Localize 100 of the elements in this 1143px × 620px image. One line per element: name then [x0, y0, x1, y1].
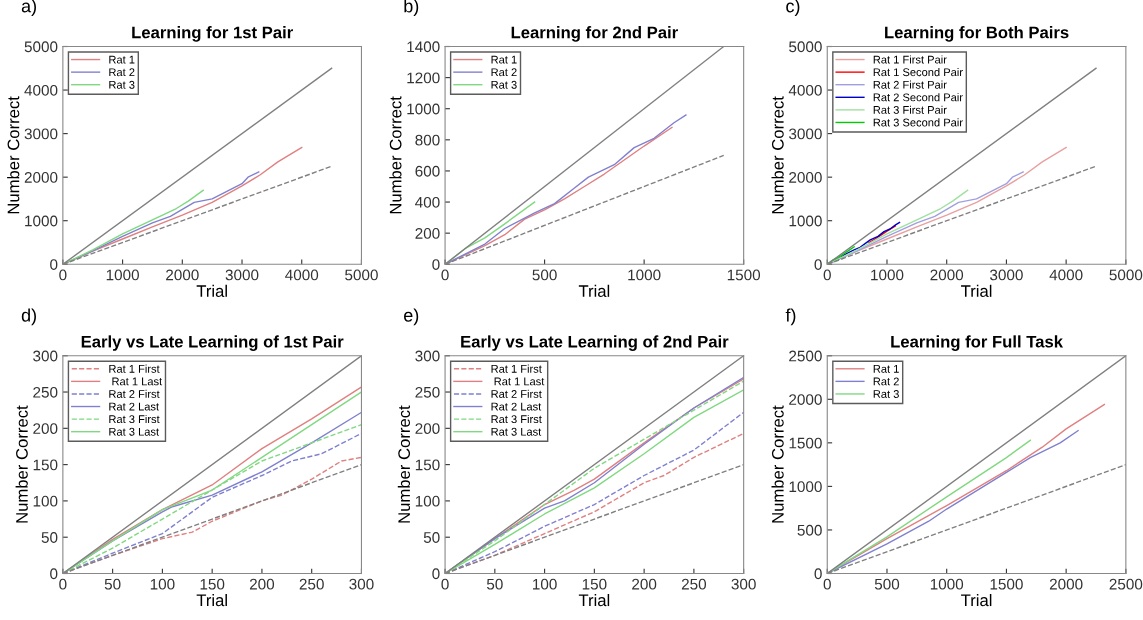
- legend-label: Rat 3 First: [109, 414, 160, 424]
- x-tick-label: 250: [299, 578, 324, 590]
- y-tick-label: 150: [33, 459, 58, 471]
- chart-title: Early vs Late Learning of 2nd Pair: [461, 335, 729, 351]
- y-tick-label: 200: [415, 228, 440, 239]
- y-tick-label: 0: [814, 259, 822, 270]
- y-tick-label: 100: [33, 495, 58, 507]
- text: b): [404, 0, 419, 16]
- y-tick-label: 200: [415, 423, 440, 435]
- y-tick-label: 150: [415, 459, 440, 471]
- legend-label: Rat 2 Last: [109, 402, 159, 411]
- legend-label: Rat 2: [491, 68, 517, 77]
- x-tick-label: 150: [582, 578, 607, 590]
- legend-label: Rat 2 First: [491, 389, 542, 398]
- y-tick-label: 4000: [24, 84, 58, 96]
- legend-label: Rat 2 First: [109, 389, 160, 398]
- x-tick-label: 3000: [990, 269, 1023, 281]
- chart-title: Learning for 1st Pair: [132, 26, 293, 42]
- x-tick-label: 1500: [727, 269, 761, 281]
- y-tick-label: 2000: [24, 172, 58, 183]
- y-tick-label: 500: [797, 524, 822, 536]
- x-axis-title: Trial: [196, 284, 227, 297]
- y-tick-label: 1000: [789, 215, 822, 227]
- x-tick-label: 1000: [930, 578, 964, 590]
- legend-label: Rat 3 Last: [109, 427, 159, 436]
- x-tick-label: 2500: [1109, 578, 1143, 590]
- y-tick-label: 0: [50, 568, 58, 580]
- y-tick-label: 5000: [789, 41, 822, 53]
- legend-label: Rat 3: [109, 80, 135, 89]
- legend-label: Rat 3: [491, 80, 517, 89]
- legend-label: Rat 2: [873, 377, 899, 386]
- y-tick-label: 4000: [788, 84, 822, 96]
- y-tick-label: 50: [41, 532, 58, 543]
- x-axis-title: Trial: [961, 284, 992, 297]
- x-tick-label: 200: [632, 578, 657, 590]
- y-axis-title: Number Correct: [389, 96, 402, 214]
- legend-label: Rat 2 Last: [491, 402, 542, 411]
- y-tick-label: 0: [432, 259, 440, 270]
- legend-label: Rat 2 First Pair: [873, 80, 947, 89]
- y-tick-label: 100: [415, 495, 440, 507]
- x-tick-label: 50: [104, 578, 121, 590]
- x-tick-label: 2000: [1049, 578, 1083, 590]
- x-tick-label: 1500: [990, 578, 1023, 590]
- x-axis-title: Trial: [578, 593, 610, 607]
- legend-label: Rat 2: [109, 68, 135, 77]
- y-tick-label: 1000: [25, 215, 58, 227]
- x-tick-label: 3000: [225, 269, 259, 281]
- legend-label: Rat 1: [873, 365, 899, 373]
- x-tick-label: 150: [200, 578, 225, 590]
- chart-title: Learning for Full Task: [891, 335, 1064, 351]
- y-tick-label: 300: [415, 350, 440, 362]
- text: f): [785, 308, 796, 326]
- x-tick-label: 100: [150, 578, 175, 590]
- legend-label: Rat 1 Last: [112, 377, 163, 386]
- y-tick-label: 2500: [789, 350, 822, 362]
- x-tick-label: 4000: [285, 269, 319, 281]
- y-tick-label: 300: [33, 350, 58, 362]
- x-tick-label: 0: [59, 578, 67, 590]
- x-tick-label: 5000: [345, 269, 378, 281]
- x-tick-label: 5000: [1109, 269, 1143, 281]
- legend-label: Rat 1 First: [491, 364, 542, 373]
- legend-label: Rat 3 First: [491, 414, 542, 424]
- y-axis-title: Number Correct: [771, 96, 784, 214]
- text: a): [21, 0, 36, 16]
- text: d): [21, 308, 36, 326]
- y-tick-label: 0: [814, 568, 822, 580]
- x-tick-label: 200: [249, 578, 275, 590]
- y-tick-label: 600: [415, 165, 440, 177]
- x-tick-label: 0: [823, 578, 831, 590]
- legend-label: Rat 1 First: [109, 364, 160, 373]
- legend-label: Rat 3 Second Pair: [873, 118, 963, 127]
- text: e): [404, 308, 419, 326]
- legend-label: Rat 1 First Pair: [873, 55, 947, 64]
- x-tick-label: 0: [59, 269, 67, 281]
- legend-label: Rat 2 Second Pair: [873, 93, 963, 102]
- y-tick-label: 1000: [789, 481, 822, 493]
- x-tick-label: 300: [731, 578, 756, 590]
- legend-label: Rat 1 Last: [494, 377, 545, 386]
- y-tick-label: 3000: [789, 128, 822, 140]
- legend-label: Rat 1 Second Pair: [873, 67, 963, 77]
- x-tick-label: 300: [349, 578, 374, 590]
- legend-label: Rat 3: [873, 390, 899, 398]
- y-axis-title: Number Correct: [15, 405, 28, 523]
- y-tick-label: 1500: [789, 437, 822, 449]
- y-axis-title: Number Correct: [771, 405, 784, 523]
- y-tick-label: 3000: [24, 128, 58, 140]
- legend-label: Rat 3 First Pair: [873, 105, 947, 114]
- legend-label: Rat 1: [109, 55, 135, 64]
- x-tick-label: 0: [441, 269, 449, 281]
- y-tick-label: 400: [415, 196, 440, 208]
- y-tick-label: 5000: [24, 41, 58, 53]
- x-tick-label: 0: [823, 269, 831, 281]
- y-axis-title: Number Correct: [7, 96, 20, 214]
- y-tick-label: 2000: [789, 172, 822, 183]
- x-tick-label: 0: [441, 578, 449, 590]
- x-axis-title: Trial: [961, 593, 992, 607]
- y-tick-label: 1400: [407, 41, 440, 53]
- y-tick-label: 800: [415, 134, 440, 146]
- text: c): [786, 0, 800, 16]
- x-tick-label: 50: [486, 578, 503, 590]
